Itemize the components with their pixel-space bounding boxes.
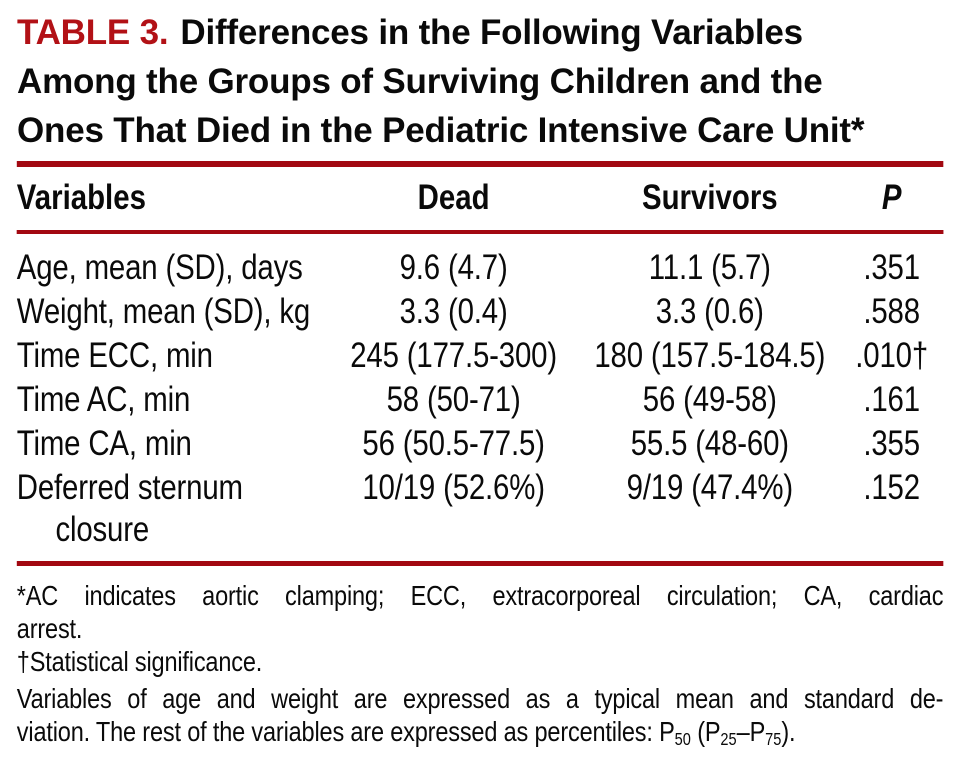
- table-row: Time ECC, min 245 (177.5-300) 180 (157.5…: [17, 334, 944, 378]
- cell-survivors: 9/19 (47.4%): [626, 468, 793, 507]
- cell-survivors: 180 (157.5-184.5): [594, 336, 826, 375]
- table-row: Time CA, min 56 (50.5-77.5) 55.5 (48-60)…: [17, 422, 944, 466]
- cell-dead: 10/19 (52.6%): [362, 468, 545, 507]
- bottom-rule: [16, 561, 944, 566]
- percentile-75-subscript: 75: [765, 728, 782, 749]
- percentile-50-subscript: 50: [674, 728, 691, 749]
- column-header-variables: Variables: [16, 178, 146, 217]
- footnote-line: *AC indicates aortic clamping; ECC, extr…: [16, 580, 944, 611]
- title-line: Among the Groups of Surviving Children a…: [17, 62, 823, 101]
- cell-survivors: 3.3 (0.6): [655, 292, 764, 331]
- cell-p: .355: [863, 424, 920, 463]
- measures-text: –P: [736, 716, 766, 747]
- cell-survivors: 56 (49-58): [642, 380, 777, 419]
- cell-dead: 245 (177.5-300): [350, 336, 557, 375]
- footnote-significance: †Statistical significance.: [16, 646, 263, 677]
- top-rule: [16, 161, 944, 167]
- table-title: TABLE 3. Differences in the Following Var…: [0, 0, 960, 155]
- column-header-survivors: Survivors: [641, 178, 778, 217]
- footnote-line: viation. The rest of the variables are e…: [17, 715, 944, 748]
- cell-dead: 56 (50.5-77.5): [362, 424, 545, 463]
- cell-variable: Deferred sternum closure: [16, 468, 243, 549]
- cell-dead: 3.3 (0.4): [399, 292, 508, 331]
- footnote-line: Variables of age and weight are expresse…: [16, 683, 944, 714]
- table-header: Variables Dead Survivors P: [16, 167, 944, 232]
- column-header-dead: Dead: [417, 178, 490, 217]
- cell-variable: Time AC, min: [16, 380, 191, 419]
- cell-p: .010†: [855, 336, 929, 375]
- cell-dead: 9.6 (4.7): [399, 248, 508, 287]
- cell-p: .152: [863, 468, 920, 507]
- footnotes: *AC indicates aortic clamping; ECC, extr…: [17, 579, 944, 748]
- footnote-abbreviations: *AC indicates aortic clamping; ECC, extr…: [17, 579, 944, 645]
- title-line: Ones That Died in the Pediatric Intensiv…: [17, 111, 865, 150]
- cell-p: .161: [863, 380, 920, 419]
- cell-variable: Time CA, min: [16, 424, 192, 463]
- column-header-p: P: [881, 178, 902, 217]
- footnote-line: arrest.: [16, 613, 83, 644]
- table-number-label: TABLE 3.: [17, 13, 169, 52]
- cell-variable: Weight, mean (SD), kg: [16, 292, 311, 331]
- header-row: Variables Dead Survivors P: [16, 167, 944, 232]
- title-line: TABLE 3. Differences in the Following Var…: [17, 8, 940, 57]
- cell-p: .351: [863, 248, 920, 287]
- table-row: Deferred sternum closure 10/19 (52.6%) 9…: [17, 466, 944, 561]
- table-row: Weight, mean (SD), kg 3.3 (0.4) 3.3 (0.6…: [17, 290, 944, 334]
- table-row: Age, mean (SD), days 9.6 (4.7) 11.1 (5.7…: [17, 232, 944, 290]
- cell-variable: Time ECC, min: [16, 336, 213, 375]
- measures-text: viation. The rest of the variables are e…: [16, 716, 675, 747]
- title-text-line1: Differences in the Following Variables: [180, 13, 803, 52]
- table-body: Age, mean (SD), days 9.6 (4.7) 11.1 (5.7…: [17, 232, 944, 561]
- cell-dead: 58 (50-71): [386, 380, 521, 419]
- table-block: Variables Dead Survivors P Age, mean (SD…: [0, 161, 960, 748]
- table-row: Time AC, min 58 (50-71) 56 (49-58) .161: [17, 378, 944, 422]
- cell-p: .588: [863, 292, 920, 331]
- percentile-25-subscript: 25: [720, 728, 737, 749]
- measures-text: (P: [690, 716, 721, 747]
- data-table: Variables Dead Survivors P Age, mean (SD…: [16, 167, 944, 561]
- cell-variable: Age, mean (SD), days: [16, 248, 303, 287]
- measures-text: ).: [781, 716, 796, 747]
- cell-survivors: 11.1 (5.7): [648, 248, 771, 287]
- footnote-measures: Variables of age and weight are expresse…: [17, 682, 944, 748]
- cell-survivors: 55.5 (48-60): [630, 424, 789, 463]
